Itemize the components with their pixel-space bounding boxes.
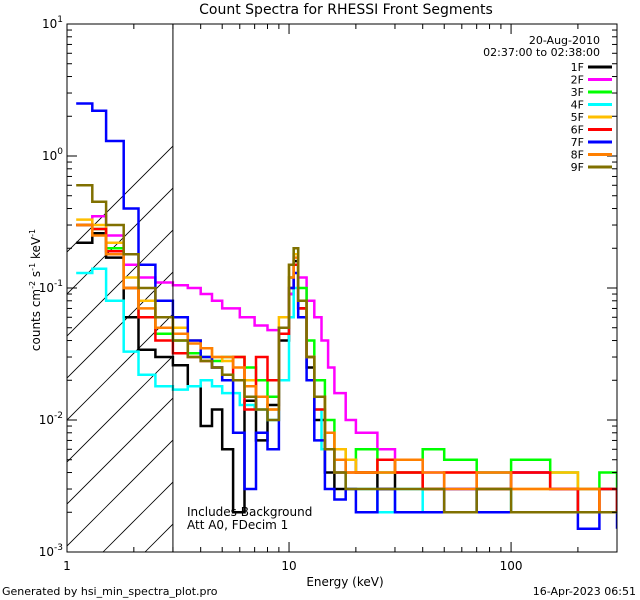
- x-axis-label: Energy (keV): [306, 575, 383, 589]
- y-tick-label: 10-3: [39, 543, 63, 559]
- hatch-line: [67, 187, 173, 295]
- y-tick-label: 100: [42, 147, 63, 163]
- legend-label-3F: 3F: [571, 86, 584, 99]
- hatch-line: [607, 0, 640, 552]
- timestamp-label: 16-Apr-2023 06:51: [533, 585, 636, 598]
- legend-label-9F: 9F: [571, 161, 584, 174]
- series-line-9F: [76, 184, 617, 514]
- legend-label-5F: 5F: [571, 111, 584, 124]
- legend-label-1F: 1F: [571, 61, 584, 74]
- hatch-line: [481, 0, 640, 552]
- hatch-line: [67, 271, 173, 379]
- y-tick-label: 101: [42, 15, 63, 31]
- x-tick-label: 1: [63, 559, 71, 573]
- legend-label-4F: 4F: [571, 99, 584, 112]
- x-tick-label: 10: [281, 559, 296, 573]
- hatch-line: [355, 0, 640, 552]
- hatch-line: [439, 0, 640, 552]
- chart-title: Count Spectra for RHESSI Front Segments: [199, 2, 493, 18]
- y-tick-label: 10-2: [39, 411, 63, 427]
- hatch-line: [144, 523, 173, 552]
- date-label: 20-Aug-2010: [529, 34, 600, 47]
- series-group: [76, 102, 617, 531]
- hatched-region: [67, 0, 640, 552]
- annotation-attenuator: Att A0, FDecim 1: [187, 518, 288, 532]
- time-range-label: 02:37:00 to 02:38:00: [483, 46, 600, 59]
- hatch-line: [102, 481, 173, 552]
- legend-label-6F: 6F: [571, 124, 584, 137]
- series-line-8F: [76, 223, 617, 514]
- y-axis-label: counts cm-2 s-1 keV-1: [28, 229, 43, 351]
- legend-label-8F: 8F: [571, 149, 584, 162]
- hatch-line: [67, 439, 173, 547]
- annotation-background: Includes Background: [187, 505, 312, 519]
- x-tick-label: 100: [500, 559, 523, 573]
- hatch-line: [67, 145, 173, 253]
- hatch-line: [67, 229, 173, 337]
- hatch-line: [271, 0, 640, 552]
- hatch-line: [397, 0, 640, 552]
- generated-by-label: Generated by hsi_min_spectra_plot.pro: [2, 585, 218, 598]
- axes: 1 10 100 10-3 10-2 10-1 100 101: [39, 15, 618, 573]
- y-tick-label: 10-1: [39, 279, 63, 295]
- hatch-line: [67, 313, 173, 421]
- hatch-line: [67, 397, 173, 505]
- hatch-line: [67, 355, 173, 463]
- legend-label-2F: 2F: [571, 74, 584, 87]
- legend-label-7F: 7F: [571, 136, 584, 149]
